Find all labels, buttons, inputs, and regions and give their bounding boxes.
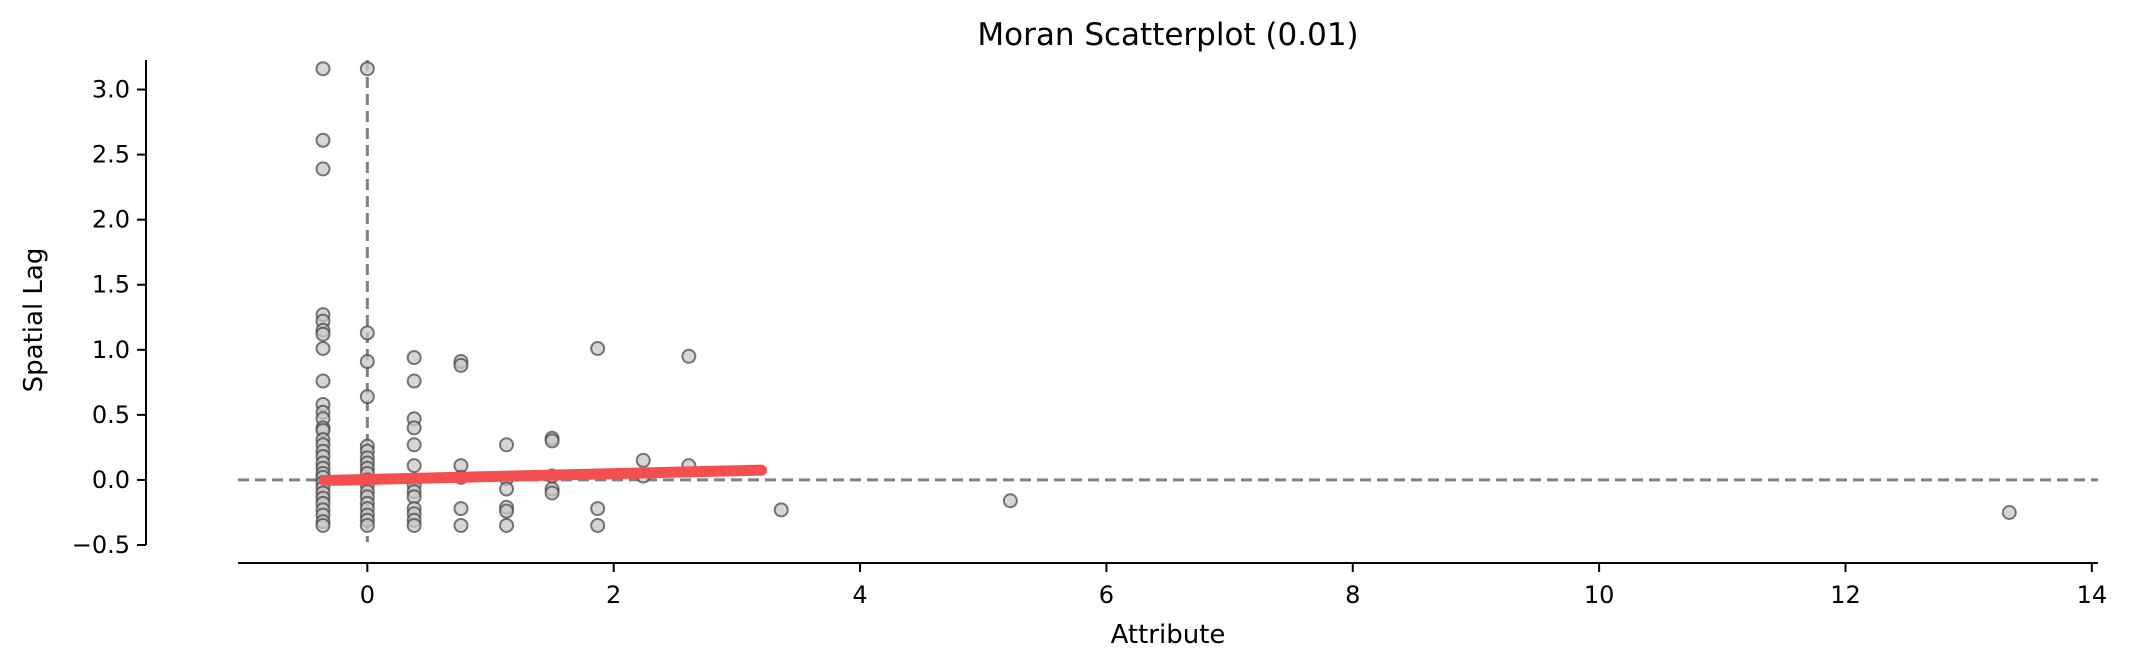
chart-title: Moran Scatterplot (0.01) — [977, 17, 1358, 53]
data-point — [315, 517, 331, 533]
data-point — [406, 420, 422, 436]
data-point — [590, 517, 606, 533]
data-point — [406, 517, 422, 533]
x-axis-label: Attribute — [1111, 620, 1226, 650]
data-point — [359, 61, 375, 77]
data-point — [406, 350, 422, 366]
data-point — [315, 161, 331, 177]
data-point — [499, 517, 515, 533]
axes: 0 2 4 6 8 10 12 14 −0.5 0.0 0.5 1.0 1.5 2.0 2.5 3.0 — [72, 60, 2107, 609]
data-point — [453, 517, 469, 533]
data-point — [453, 501, 469, 517]
data-point — [315, 61, 331, 77]
y-tick-label: 2.5 — [92, 141, 130, 169]
data-point — [315, 373, 331, 389]
y-tick-label: 1.0 — [92, 336, 130, 364]
fit-line-group — [318, 464, 768, 486]
data-point — [359, 325, 375, 341]
y-tick-label: 0.5 — [92, 401, 130, 429]
x-tick-label: 0 — [360, 581, 375, 609]
y-tick-label: 3.0 — [92, 76, 130, 104]
x-tick-label: 6 — [1099, 581, 1114, 609]
data-point — [406, 458, 422, 474]
x-tick-label: 10 — [1584, 581, 1615, 609]
data-point — [2001, 504, 2017, 520]
data-point — [315, 326, 331, 342]
data-point — [315, 341, 331, 357]
reference-lines — [238, 60, 2098, 542]
fit-line — [318, 464, 768, 486]
data-point — [499, 437, 515, 453]
y-tick-label: 2.0 — [92, 206, 130, 234]
data-point — [1002, 493, 1018, 509]
y-tick-label: 1.5 — [92, 271, 130, 299]
y-axis-label: Spatial Lag — [19, 248, 49, 393]
data-point — [315, 132, 331, 148]
data-point — [406, 373, 422, 389]
x-tick-label: 12 — [1830, 581, 1861, 609]
data-point — [544, 433, 560, 449]
data-point — [499, 481, 515, 497]
y-tick-label: −0.5 — [72, 531, 130, 559]
data-point — [453, 357, 469, 373]
data-point — [359, 354, 375, 370]
data-point — [681, 348, 697, 364]
data-point — [544, 485, 560, 501]
data-points — [315, 61, 2017, 533]
x-tick-label: 2 — [606, 581, 621, 609]
data-point — [590, 501, 606, 517]
data-point — [590, 341, 606, 357]
data-point — [406, 437, 422, 453]
data-point — [499, 503, 515, 519]
x-tick-label: 14 — [2077, 581, 2108, 609]
data-point — [359, 517, 375, 533]
y-tick-label: 0.0 — [92, 466, 130, 494]
data-point — [359, 389, 375, 405]
data-point — [773, 502, 789, 518]
x-tick-label: 8 — [1345, 581, 1360, 609]
x-tick-label: 4 — [852, 581, 867, 609]
data-point — [635, 452, 651, 468]
